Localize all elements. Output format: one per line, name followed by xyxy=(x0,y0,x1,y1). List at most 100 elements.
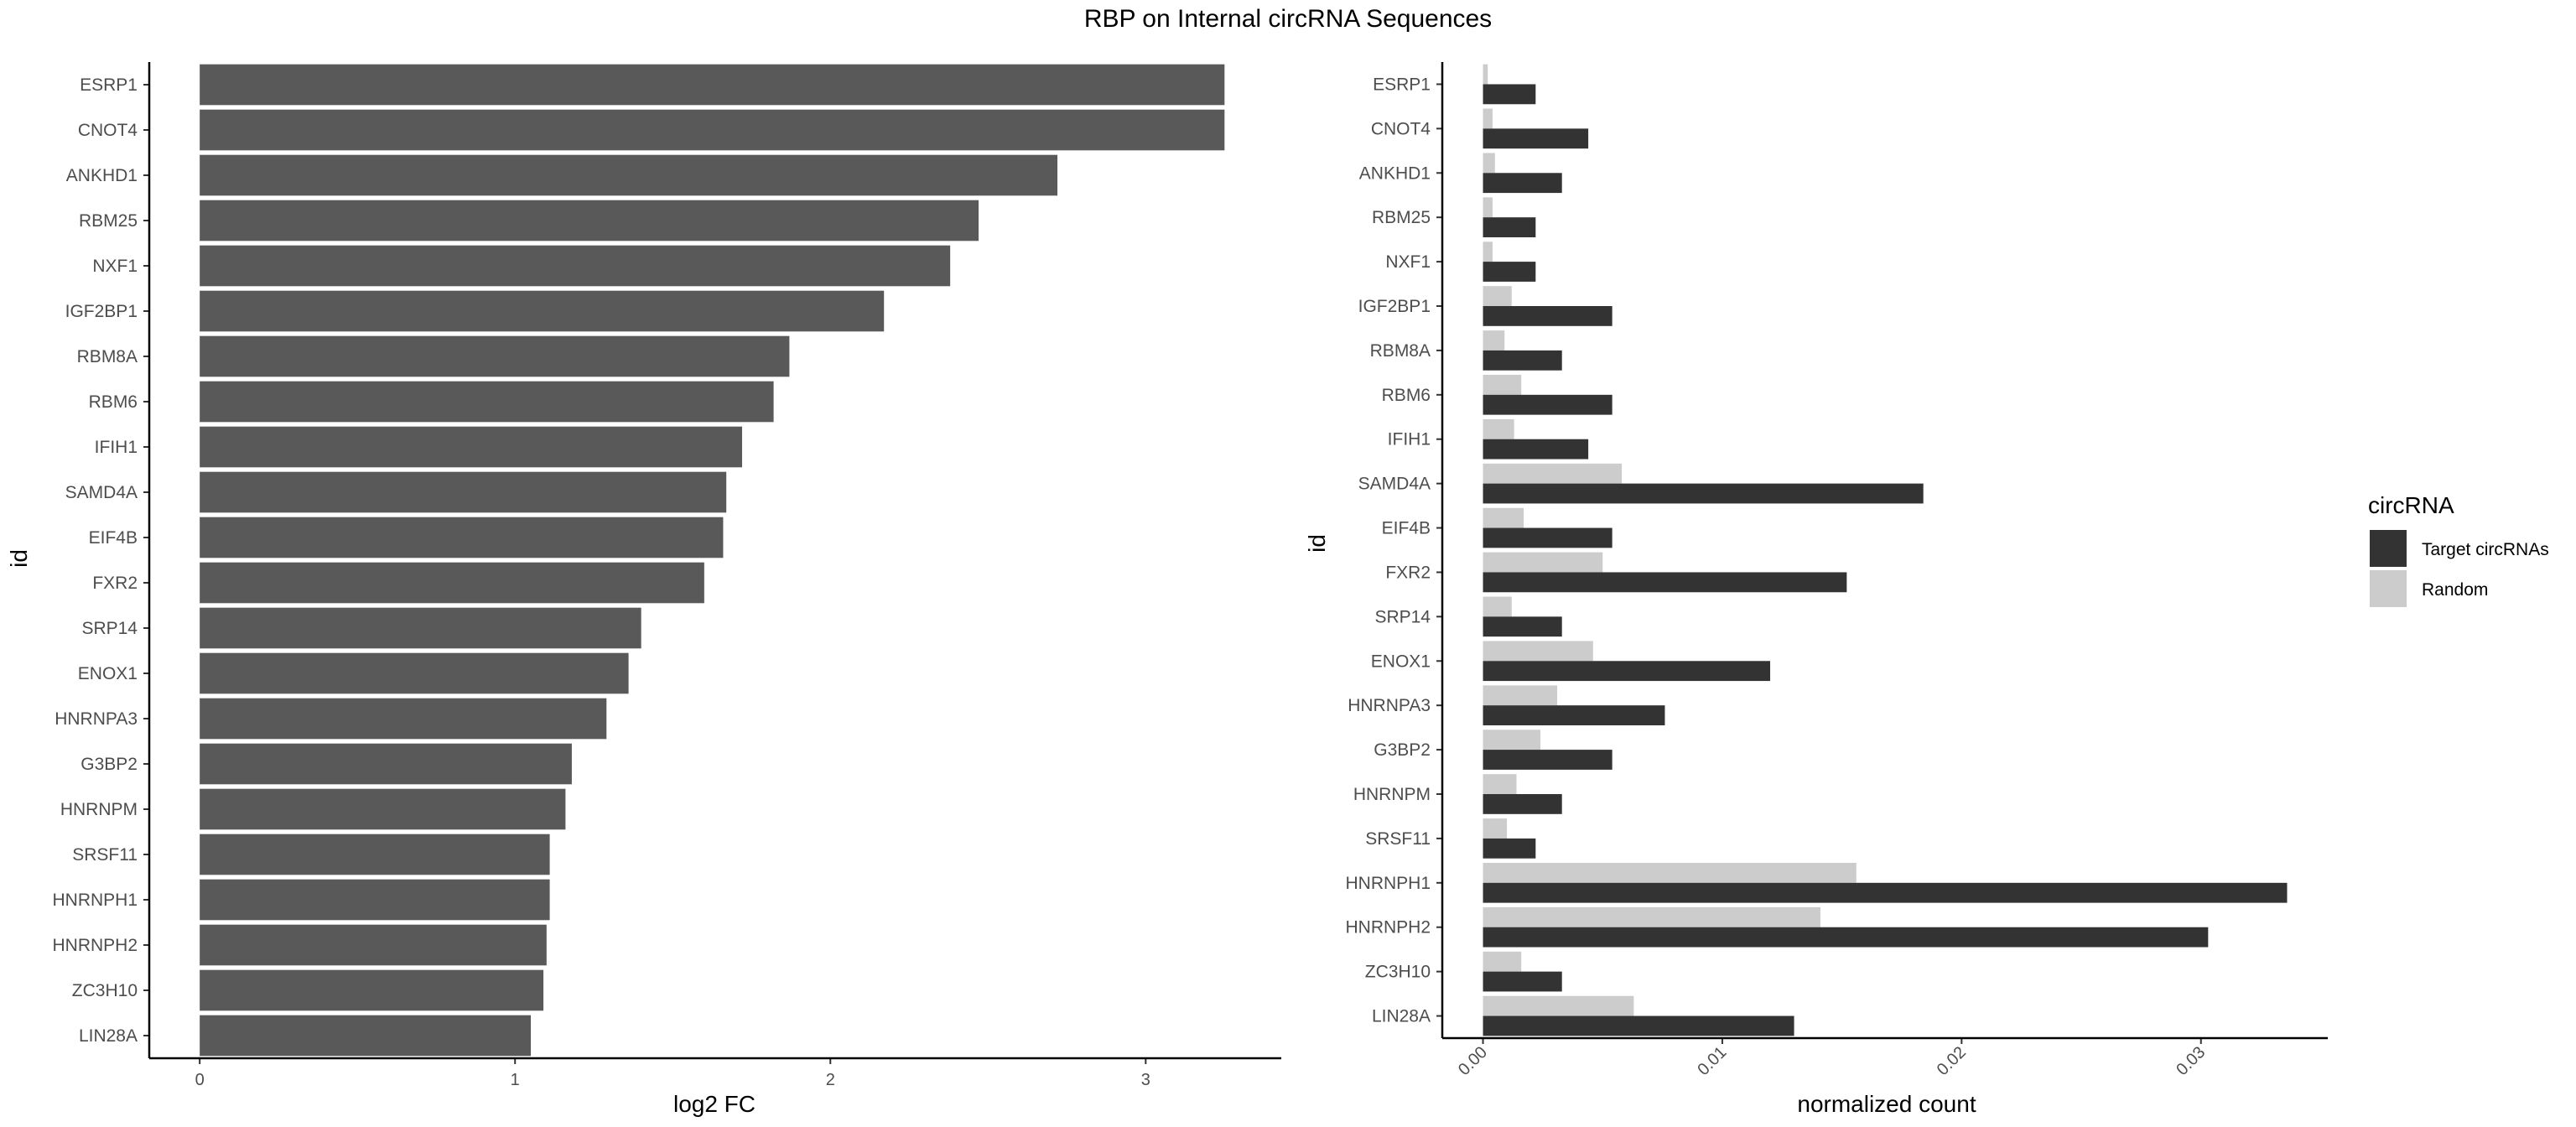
y-tick-label: G3BP2 xyxy=(1374,740,1431,760)
y-tick-label: ESRP1 xyxy=(1373,75,1431,94)
right-bars xyxy=(1483,64,2288,1036)
bar-hnrnpm xyxy=(200,788,566,830)
y-tick-label: SRSF11 xyxy=(72,845,138,865)
bar-ifih1 xyxy=(200,426,742,468)
bar-target-zc3h10 xyxy=(1483,971,1562,992)
bar-random-ankhd1 xyxy=(1483,153,1495,174)
right-y-axis-title: id xyxy=(1304,534,1330,553)
left-bars xyxy=(200,64,1225,1057)
right-x-tick-labels: 0.00 0.01 0.02 0.03 xyxy=(1455,1043,2209,1079)
y-tick-label: RBM25 xyxy=(79,211,138,231)
y-tick-label: EIF4B xyxy=(1382,519,1431,538)
bar-random-srsf11 xyxy=(1483,818,1508,839)
y-tick-label: HNRNPA3 xyxy=(55,709,138,729)
y-tick-label: IFIH1 xyxy=(95,438,138,457)
y-tick-label: SRSF11 xyxy=(1365,829,1431,849)
bar-random-igf2bp1 xyxy=(1483,286,1512,306)
bar-hnrnph2 xyxy=(200,924,547,966)
right-x-axis-title: normalized count xyxy=(1797,1091,1976,1117)
bar-target-hnrnph2 xyxy=(1483,927,2209,948)
legend-title: circRNA xyxy=(2368,492,2454,518)
bar-random-samd4a xyxy=(1483,463,1623,484)
x-tick-label: 0 xyxy=(195,1071,205,1089)
y-tick-label: SAMD4A xyxy=(65,483,138,502)
bar-esrp1 xyxy=(200,64,1225,106)
bar-lin28a xyxy=(200,1015,532,1057)
left-x-axis-title: log2 FC xyxy=(673,1091,756,1117)
y-tick-label: ESRP1 xyxy=(80,75,138,95)
bar-random-eif4b xyxy=(1483,507,1524,528)
bar-random-g3bp2 xyxy=(1483,730,1541,750)
y-tick-label: FXR2 xyxy=(92,574,138,593)
y-tick-label: RBM25 xyxy=(1372,208,1431,227)
bar-srp14 xyxy=(200,607,641,649)
y-tick-label: SAMD4A xyxy=(1358,475,1431,494)
y-tick-label: RBM6 xyxy=(89,392,138,412)
bar-random-ifih1 xyxy=(1483,418,1514,439)
y-tick-label: CNOT4 xyxy=(1371,119,1431,138)
bar-target-igf2bp1 xyxy=(1483,306,1613,326)
legend: circRNA Target circRNAs Random xyxy=(2368,492,2549,607)
bar-target-ifih1 xyxy=(1483,439,1589,460)
bar-srsf11 xyxy=(200,834,550,875)
bar-hnrnpa3 xyxy=(200,698,607,740)
bar-samd4a xyxy=(200,471,727,513)
bar-g3bp2 xyxy=(200,743,572,785)
left-x-tick-labels: 0 1 2 3 xyxy=(195,1071,1150,1089)
y-tick-label: ZC3H10 xyxy=(1365,963,1431,982)
x-tick-label: 0.01 xyxy=(1694,1043,1730,1079)
bar-target-hnrnpa3 xyxy=(1483,705,1665,725)
y-tick-label: FXR2 xyxy=(1385,563,1431,582)
legend-label-random: Random xyxy=(2422,580,2488,600)
bar-rbm25 xyxy=(200,200,979,242)
y-tick-label: ANKHD1 xyxy=(66,166,138,185)
bar-random-fxr2 xyxy=(1483,552,1603,573)
bar-random-rbm25 xyxy=(1483,197,1493,218)
left-y-axis-title: id xyxy=(6,549,32,568)
y-tick-label: LIN28A xyxy=(1372,1007,1431,1026)
y-tick-label: SRP14 xyxy=(81,619,138,638)
legend-swatch-random xyxy=(2370,570,2407,607)
bar-nxf1 xyxy=(200,245,951,287)
y-tick-label: IGF2BP1 xyxy=(65,302,138,321)
bar-target-g3bp2 xyxy=(1483,750,1613,770)
bar-random-enox1 xyxy=(1483,641,1593,662)
left-y-tick-labels: ESRP1 CNOT4 ANKHD1 RBM25 NXF1 IGF2BP1 RBM8A RBM… xyxy=(52,75,138,1046)
bar-target-lin28a xyxy=(1483,1015,1794,1036)
bar-target-fxr2 xyxy=(1483,572,1847,593)
right-grouped-bar-chart: ESRP1 CNOT4 ANKHD1 RBM25 NXF1 IGF2BP1 RBM8A RBM… xyxy=(1304,62,2328,1117)
x-tick-label: 3 xyxy=(1141,1071,1150,1089)
bar-target-cnot4 xyxy=(1483,128,1589,149)
y-tick-label: RBM6 xyxy=(1382,386,1431,405)
y-tick-label: HNRNPM xyxy=(1353,785,1431,804)
y-tick-label: G3BP2 xyxy=(80,755,138,774)
y-tick-label: LIN28A xyxy=(79,1026,138,1046)
legend-label-target: Target circRNAs xyxy=(2422,540,2549,559)
bar-target-eif4b xyxy=(1483,527,1613,548)
y-tick-label: SRP14 xyxy=(1374,607,1431,626)
y-tick-label: HNRNPH2 xyxy=(52,936,138,955)
left-axes xyxy=(143,62,1281,1064)
bar-hnrnph1 xyxy=(200,879,550,921)
bar-eif4b xyxy=(200,517,724,558)
x-tick-label: 1 xyxy=(511,1071,520,1089)
bar-random-cnot4 xyxy=(1483,108,1493,129)
y-tick-label: HNRNPM xyxy=(60,800,138,819)
y-tick-label: RBM8A xyxy=(77,347,138,366)
bar-target-samd4a xyxy=(1483,483,1924,504)
bar-rbm8a xyxy=(200,335,790,377)
bar-random-nxf1 xyxy=(1483,242,1493,262)
bar-target-nxf1 xyxy=(1483,262,1536,282)
bar-rbm6 xyxy=(200,381,774,423)
y-tick-label: CNOT4 xyxy=(78,121,138,140)
y-tick-label: ENOX1 xyxy=(1371,652,1431,671)
bar-target-rbm6 xyxy=(1483,394,1613,415)
bar-random-hnrnpa3 xyxy=(1483,685,1557,706)
bar-ankhd1 xyxy=(200,154,1058,196)
legend-swatch-target xyxy=(2370,530,2407,567)
y-tick-label: NXF1 xyxy=(92,257,138,276)
bar-random-hnrnph2 xyxy=(1483,906,1820,927)
y-tick-label: IGF2BP1 xyxy=(1358,297,1431,316)
y-tick-label: ANKHD1 xyxy=(1359,164,1431,183)
